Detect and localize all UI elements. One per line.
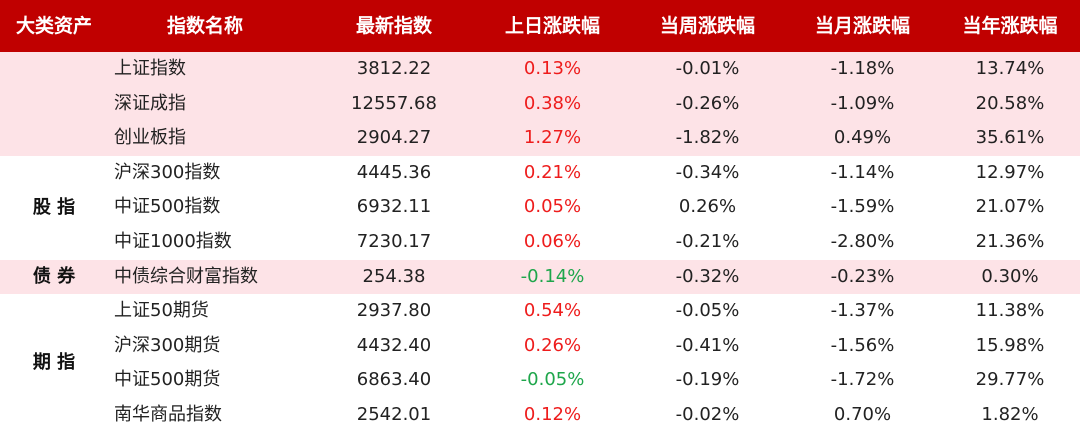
index-name-cell: 南华商品指数 (114, 404, 222, 425)
table-row: 南华商品指数 2542.01 0.12% -0.02% 0.70% 1.82% (0, 398, 1080, 433)
latest-value-cell: 2937.80 (356, 300, 432, 322)
day-change-cell: 0.06% (523, 231, 582, 252)
asset-class-label: 股 指 (32, 196, 76, 218)
month-change-cell: -1.18% (830, 58, 895, 79)
table-row: 上证指数 3812.22 0.13% -0.01% -1.18% 13.74% (0, 52, 1080, 87)
day-change-cell: 0.21% (523, 161, 582, 183)
year-change-cell: 21.07% (975, 196, 1045, 218)
month-change-cell: 0.49% (833, 127, 892, 149)
week-change-cell: -0.32% (675, 265, 740, 287)
month-change-cell: -1.14% (830, 161, 895, 183)
month-change-cell: -1.09% (830, 92, 895, 114)
month-change-cell: -1.72% (830, 369, 895, 391)
index-name-cell: 中证500期货 (114, 369, 221, 391)
header-week-change: 当周涨跌幅 (659, 15, 755, 37)
week-change-cell: -0.02% (675, 404, 740, 425)
asset-class-label: 期 指 (32, 352, 76, 374)
week-change-cell: -1.82% (675, 127, 740, 149)
latest-value-cell: 2904.27 (356, 127, 432, 149)
index-name-cell: 中证1000指数 (114, 231, 232, 252)
latest-value-cell: 6863.40 (356, 369, 432, 391)
day-change-cell: 0.13% (523, 58, 582, 79)
day-change-cell: 0.54% (523, 300, 582, 322)
header-month-change: 当月涨跌幅 (814, 15, 910, 37)
year-change-cell: 0.30% (981, 265, 1039, 287)
header-index-name: 指数名称 (166, 15, 243, 37)
header-asset-class: 大类资产 (15, 15, 92, 37)
week-change-cell: -0.26% (675, 92, 740, 114)
table-row: 上证50期货 2937.80 0.54% -0.05% -1.37% 11.38% (0, 294, 1080, 329)
year-change-cell: 1.82% (981, 404, 1039, 425)
day-change-cell: 0.12% (523, 404, 582, 425)
latest-value-cell: 254.38 (362, 265, 426, 287)
table-row: 深证成指 12557.68 0.38% -0.26% -1.09% 20.58% (0, 87, 1080, 122)
day-change-cell: 0.05% (523, 196, 582, 218)
year-change-cell: 21.36% (975, 231, 1045, 252)
index-name-cell: 上证50期货 (114, 300, 209, 322)
table-row: 创业板指 2904.27 1.27% -1.82% 0.49% 35.61% (0, 121, 1080, 156)
header-latest: 最新指数 (355, 15, 432, 37)
index-name-cell: 沪深300指数 (114, 161, 221, 183)
year-change-cell: 11.38% (975, 300, 1045, 322)
year-change-cell: 12.97% (975, 161, 1045, 183)
group-band (0, 259, 1080, 295)
year-change-cell: 35.61% (975, 127, 1045, 149)
latest-value-cell: 7230.17 (356, 231, 432, 252)
table-header: 大类资产 指数名称 最新指数 上日涨跌幅 当周涨跌幅 当月涨跌幅 当年涨跌幅 (0, 0, 1080, 52)
month-change-cell: -1.37% (830, 300, 895, 322)
header-year-change: 当年涨跌幅 (962, 15, 1058, 37)
latest-value-cell: 3812.22 (356, 58, 432, 79)
index-name-cell: 上证指数 (114, 58, 186, 79)
day-change-cell: -0.14% (520, 265, 585, 287)
day-change-cell: -0.05% (520, 369, 585, 391)
index-name-cell: 深证成指 (114, 92, 186, 114)
group-band (0, 52, 1080, 156)
group-band (0, 294, 1080, 433)
latest-value-cell: 4445.36 (356, 161, 432, 183)
header-day-change: 上日涨跌幅 (504, 15, 600, 37)
week-change-cell: -0.05% (675, 300, 740, 322)
index-name-cell: 中债综合财富指数 (114, 265, 258, 287)
latest-value-cell: 4432.40 (356, 334, 432, 356)
month-change-cell: -1.59% (830, 196, 895, 218)
day-change-cell: 1.27% (523, 127, 582, 149)
week-change-cell: -0.19% (675, 369, 740, 391)
month-change-cell: -1.56% (830, 334, 895, 356)
week-change-cell: 0.26% (678, 196, 737, 218)
month-change-cell: -0.23% (830, 265, 895, 287)
year-change-cell: 29.77% (975, 369, 1045, 391)
asset-class-label: 债 券 (32, 265, 76, 287)
week-change-cell: -0.41% (675, 334, 740, 356)
week-change-cell: -0.01% (675, 58, 740, 79)
table-row: 中证1000指数 7230.17 0.06% -0.21% -2.80% 21.36% (0, 225, 1080, 260)
group-band (0, 155, 1080, 260)
year-change-cell: 15.98% (975, 334, 1045, 356)
index-name-cell: 中证500指数 (114, 196, 221, 218)
week-change-cell: -0.34% (675, 161, 740, 183)
table-row: 中证500指数 6932.11 0.05% 0.26% -1.59% 21.07% (0, 190, 1080, 225)
month-change-cell: -2.80% (830, 231, 895, 252)
index-name-cell: 创业板指 (114, 127, 186, 149)
year-change-cell: 20.58% (975, 92, 1045, 114)
latest-value-cell: 12557.68 (351, 92, 437, 114)
table-row: 沪深300指数 4445.36 0.21% -0.34% -1.14% 12.97% (0, 156, 1080, 191)
table-row: 中证500期货 6863.40 -0.05% -0.19% -1.72% 29.77% (0, 363, 1080, 398)
month-change-cell: 0.70% (833, 404, 892, 425)
day-change-cell: 0.26% (523, 334, 582, 356)
day-change-cell: 0.38% (523, 92, 582, 114)
table-row: 中债综合财富指数 254.38 -0.14% -0.32% -0.23% 0.30% (0, 260, 1080, 295)
index-name-cell: 沪深300期货 (114, 334, 221, 356)
latest-value-cell: 2542.01 (356, 404, 432, 425)
year-change-cell: 13.74% (975, 58, 1045, 79)
latest-value-cell: 6932.11 (356, 196, 432, 218)
week-change-cell: -0.21% (675, 231, 740, 252)
table-row: 沪深300期货 4432.40 0.26% -0.41% -1.56% 15.98% (0, 329, 1080, 364)
